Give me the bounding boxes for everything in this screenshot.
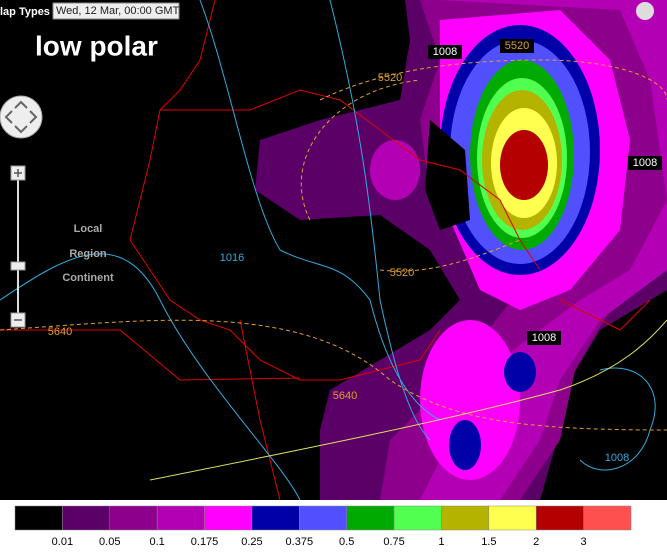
legend-tick-label: 0.5 (339, 536, 354, 548)
legend-tick-label: 0.05 (99, 536, 120, 548)
legend-tick-label: 0.01 (52, 536, 73, 548)
map-types-menu[interactable]: lap Types (0, 6, 50, 18)
contour-label: 5520 (390, 267, 414, 279)
legend-tick-label: 0.25 (241, 536, 262, 548)
legend-swatch (346, 505, 395, 531)
borders (0, 0, 651, 501)
legend-tick-label: 3 (581, 536, 587, 548)
layer-label[interactable]: Local (74, 223, 103, 235)
legend-tick-label: 1 (438, 536, 444, 548)
contour-label: 5520 (378, 72, 402, 84)
legend-swatch (583, 505, 632, 531)
legend-swatch (109, 505, 158, 531)
legend-tick-label: 0.375 (286, 536, 314, 548)
layer-label[interactable]: Continent (62, 272, 114, 284)
legend-tick-label: 0.175 (191, 536, 219, 548)
pan-control[interactable] (0, 95, 43, 139)
precip-field (255, 0, 667, 500)
legend-swatch (441, 505, 490, 531)
layer-label[interactable]: Region (69, 248, 107, 260)
hl-button[interactable] (636, 2, 654, 20)
legend-swatch (204, 505, 253, 531)
legend-swatch (62, 505, 111, 531)
contour-labels: 1008 5520 5520 1008 1016 5520 5640 1008 … (48, 39, 662, 464)
legend-tick-label: 2 (533, 536, 539, 548)
legend-swatch (393, 505, 442, 531)
legend-tick-label: 1.5 (481, 536, 496, 548)
contour-label: 5520 (505, 40, 529, 52)
legend-swatch (14, 505, 63, 531)
datetime[interactable]: Wed, 12 Mar, 00:00 GMT (56, 5, 180, 17)
legend-tick-label: 0.1 (150, 536, 165, 548)
contour-label: 1008 (532, 332, 556, 344)
contour-label: 5640 (333, 390, 357, 402)
legend: 0.01 0.05 0.1 0.175 0.25 0.375 0.5 0.75 1 1.5 2 3 (14, 505, 632, 548)
legend-swatch (535, 505, 584, 531)
datetime-box[interactable] (52, 2, 180, 20)
legend-swatch (299, 505, 347, 531)
map-title: low polar (35, 30, 158, 61)
contours (0, 0, 667, 501)
contour-label: 1008 (605, 452, 629, 464)
contour-label: 5640 (48, 326, 72, 338)
contour-label: 1008 (633, 157, 657, 169)
legend-swatch (156, 505, 205, 531)
zoom-slider[interactable] (10, 261, 26, 271)
contour-label: 1016 (220, 252, 244, 264)
contour-label: 1008 (433, 46, 457, 58)
legend-tick-label: 0.75 (383, 536, 404, 548)
legend-swatch (488, 505, 537, 531)
legend-swatch (251, 505, 300, 531)
